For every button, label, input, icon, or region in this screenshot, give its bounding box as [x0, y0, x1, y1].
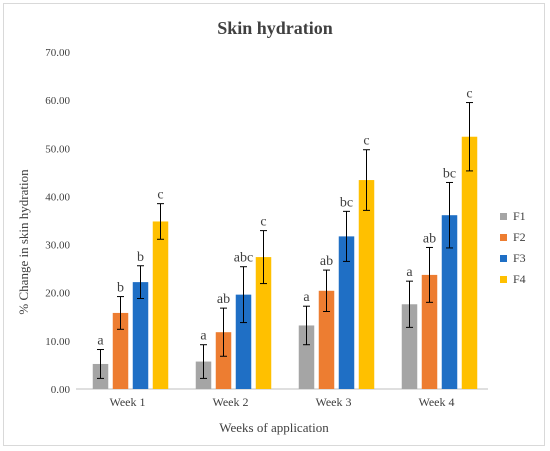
x-tick-label: Week 3 [315, 395, 351, 409]
significance-label: ab [320, 254, 333, 269]
legend-swatch [500, 255, 507, 262]
legend-swatch [500, 276, 507, 283]
significance-label: c [260, 215, 266, 230]
legend-swatch [500, 213, 507, 220]
significance-label: b [117, 281, 124, 296]
bar [461, 136, 478, 389]
x-axis-label: Weeks of application [219, 420, 329, 435]
legend-label: F4 [513, 272, 526, 286]
bar [132, 282, 149, 389]
significance-label: a [200, 329, 207, 344]
legend-label: F3 [513, 251, 526, 265]
legend-swatch [500, 234, 507, 241]
bar [441, 215, 458, 389]
y-tick-label: 50.00 [45, 143, 70, 155]
x-tick-label: Week 4 [418, 395, 454, 409]
legend-item: F4 [500, 269, 526, 290]
y-tick-label: 40.00 [45, 191, 70, 203]
significance-label: ab [423, 231, 436, 246]
legend: F1 F2 F3 F4 [500, 206, 526, 290]
significance-label: b [137, 250, 144, 265]
y-tick-label: 70.00 [45, 47, 70, 59]
y-tick-label: 10.00 [45, 336, 70, 348]
y-tick-label: 0.00 [51, 384, 71, 396]
bar [235, 294, 252, 389]
x-tick-label: Week 2 [212, 395, 248, 409]
y-tick-label: 60.00 [45, 95, 70, 107]
x-tick-label: Week 1 [109, 395, 145, 409]
bar [338, 236, 355, 389]
chart-title: Skin hydration [217, 18, 333, 38]
legend-item: F2 [500, 227, 526, 248]
y-tick-label: 20.00 [45, 288, 70, 300]
significance-label: c [466, 87, 472, 102]
y-tick-label: 30.00 [45, 240, 70, 252]
bar [112, 312, 129, 389]
bar [298, 325, 315, 389]
legend-label: F1 [513, 209, 526, 223]
bar [255, 257, 272, 389]
significance-label: a [406, 265, 413, 280]
legend-item: F3 [500, 248, 526, 269]
significance-label: c [157, 188, 163, 203]
significance-label: ab [217, 292, 230, 307]
bar [358, 180, 375, 389]
bar [401, 304, 418, 389]
bar [152, 221, 169, 389]
significance-label: bc [443, 166, 456, 181]
bar [215, 332, 232, 389]
legend-item: F1 [500, 206, 526, 227]
significance-label: bc [340, 195, 353, 210]
significance-label: abc [234, 251, 253, 266]
significance-label: a [303, 290, 310, 305]
bar [421, 274, 438, 389]
bar [318, 290, 335, 389]
significance-label: c [363, 134, 369, 149]
legend-label: F2 [513, 230, 526, 244]
significance-label: a [97, 334, 104, 349]
